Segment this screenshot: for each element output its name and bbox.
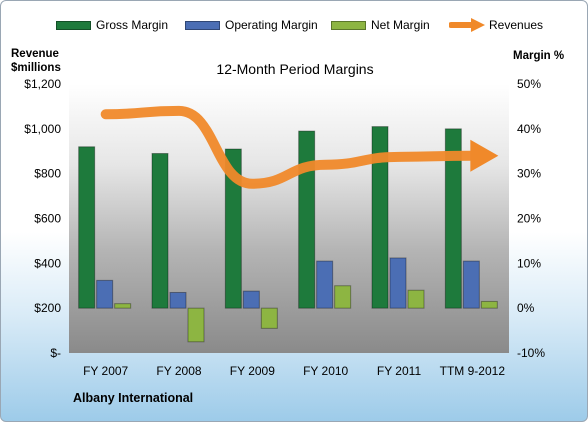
legend-swatch-net xyxy=(331,21,366,30)
left-tick-label: $- xyxy=(50,346,61,360)
category-label: FY 2011 xyxy=(377,364,422,378)
plot-area xyxy=(69,84,509,353)
bar-gross-margin-0 xyxy=(78,146,96,309)
category-label: FY 2010 xyxy=(303,364,348,378)
legend-label-net: Net Margin xyxy=(371,18,430,32)
bar-net-margin-2 xyxy=(260,307,278,329)
legend-swatch-operating xyxy=(185,21,220,30)
legend-label-revenues: Revenues xyxy=(489,18,544,32)
bar-operating-margin-3 xyxy=(316,260,334,309)
bar-operating-margin-5 xyxy=(462,260,480,309)
right-tick-label: 0% xyxy=(517,301,535,315)
category-label: FY 2007 xyxy=(83,364,128,378)
left-tick-label: $200 xyxy=(34,301,61,315)
category-label: TTM 9-2012 xyxy=(440,364,506,378)
right-tick-label: 30% xyxy=(517,167,541,181)
bar-gross-margin-4 xyxy=(371,126,389,309)
revenue-line xyxy=(100,105,478,189)
company-name: Albany International xyxy=(73,391,194,405)
bar-gross-margin-5 xyxy=(444,128,462,309)
bar-net-margin-1 xyxy=(187,307,205,343)
category-label: FY 2009 xyxy=(230,364,275,378)
left-tick-label: $600 xyxy=(34,212,61,226)
bar-operating-margin-1 xyxy=(169,291,187,309)
legend-arrow-icon xyxy=(449,18,485,32)
left-axis-title-line1: Revenue xyxy=(11,48,59,60)
bar-operating-margin-0 xyxy=(96,279,114,309)
right-tick-label: 10% xyxy=(517,256,541,270)
right-axis-title: Margin % xyxy=(513,50,565,62)
bar-net-margin-4 xyxy=(407,289,425,309)
bar-gross-margin-2 xyxy=(224,148,242,309)
left-tick-label: $800 xyxy=(34,167,61,181)
left-axis-title: Revenue $millions xyxy=(11,47,61,75)
bar-net-margin-0 xyxy=(114,303,132,309)
bar-gross-margin-1 xyxy=(151,152,169,309)
bar-net-margin-3 xyxy=(334,285,352,309)
left-tick-label: $400 xyxy=(34,256,61,270)
bar-operating-margin-2 xyxy=(242,290,260,309)
right-tick-label: -10% xyxy=(517,346,545,360)
legend-label-operating: Operating Margin xyxy=(225,18,318,32)
revenue-arrowhead xyxy=(470,139,499,172)
bar-operating-margin-4 xyxy=(389,257,407,309)
legend-label-gross: Gross Margin xyxy=(96,18,169,32)
legend-swatch-gross xyxy=(56,21,91,30)
right-tick-label: 50% xyxy=(517,77,541,91)
right-tick-label: 20% xyxy=(517,212,541,226)
right-tick-label: 40% xyxy=(517,122,541,136)
left-axis-title-line2: $millions xyxy=(11,62,61,74)
left-tick-label: $1,200 xyxy=(24,77,61,91)
bar-gross-margin-3 xyxy=(298,130,316,309)
left-tick-label: $1,000 xyxy=(24,122,61,136)
bar-net-margin-5 xyxy=(480,300,498,309)
category-label: FY 2008 xyxy=(156,364,201,378)
chart-title: 12-Month Period Margins xyxy=(216,61,374,77)
